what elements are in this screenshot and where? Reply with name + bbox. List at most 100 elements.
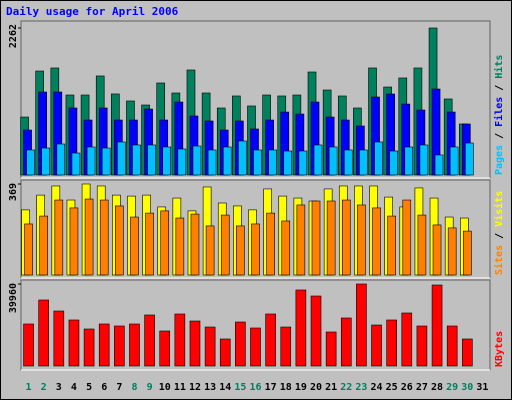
bar — [404, 146, 414, 176]
x-tick-label: 22 — [340, 382, 352, 393]
legend: Sites / Visits — [493, 191, 505, 275]
bar — [281, 220, 291, 276]
bar — [147, 144, 156, 176]
bar — [160, 210, 170, 276]
bar — [310, 295, 322, 367]
bar — [356, 283, 367, 367]
bar — [71, 152, 81, 176]
x-tick-label: 23 — [355, 382, 367, 393]
bar — [56, 143, 66, 176]
x-tick-label: 4 — [71, 382, 77, 393]
bar — [132, 144, 141, 176]
bar — [235, 321, 246, 367]
bar — [175, 217, 185, 276]
bar — [325, 331, 337, 367]
x-tick-label: 3 — [56, 382, 62, 393]
bar — [280, 326, 292, 367]
bar — [114, 325, 125, 367]
bar — [236, 225, 245, 276]
bar — [69, 207, 79, 276]
bar — [340, 317, 352, 367]
bar — [204, 326, 216, 367]
bar — [359, 149, 368, 176]
bar — [190, 213, 200, 276]
legend-separator: / — [494, 127, 505, 145]
bar — [250, 327, 261, 367]
bar — [389, 150, 398, 176]
bar — [189, 320, 201, 367]
bar — [432, 224, 442, 276]
x-tick-label: 28 — [431, 382, 443, 393]
x-tick-label: 30 — [461, 382, 473, 393]
x-tick-label: 15 — [234, 382, 246, 393]
x-tick-label: 29 — [446, 382, 458, 393]
x-tick-label: 27 — [416, 382, 428, 393]
x-tick-label: 6 — [101, 382, 107, 393]
bar — [23, 323, 34, 367]
bar — [434, 154, 444, 176]
bar — [145, 212, 154, 276]
x-tick-label: 25 — [386, 382, 398, 393]
bar — [295, 289, 307, 367]
bar — [83, 328, 95, 367]
bar — [238, 140, 247, 176]
x-tick-label: 11 — [174, 382, 186, 393]
bar — [268, 149, 277, 176]
bar — [296, 204, 306, 276]
x-tick-label: 31 — [476, 382, 488, 393]
bar — [298, 150, 308, 176]
bar — [265, 313, 276, 367]
bar — [39, 215, 48, 276]
bar — [222, 146, 232, 176]
bar — [101, 147, 111, 176]
bar — [419, 144, 429, 176]
bar — [159, 330, 171, 367]
bar — [130, 216, 139, 276]
legend-entry: Hits — [493, 55, 505, 79]
x-tick-label: 14 — [219, 382, 231, 393]
bar — [462, 338, 473, 367]
x-tick-label: 13 — [204, 382, 216, 393]
bar — [266, 212, 275, 276]
bar — [371, 324, 382, 367]
x-tick-label: 24 — [371, 382, 383, 393]
bar — [387, 215, 396, 276]
bar — [465, 142, 474, 176]
bar — [431, 284, 443, 367]
bar — [24, 223, 33, 276]
x-tick-label: 10 — [159, 382, 171, 393]
bar — [115, 205, 124, 276]
bar — [98, 323, 110, 367]
bar — [205, 225, 215, 276]
legend-entry: KBytes — [494, 331, 505, 367]
x-tick-label: 8 — [131, 382, 137, 393]
bar — [328, 146, 338, 176]
bar — [220, 214, 230, 276]
bar — [86, 146, 96, 176]
x-tick-label: 2 — [41, 382, 47, 393]
x-tick-label: 9 — [147, 382, 153, 393]
bar — [41, 147, 50, 176]
bar — [463, 230, 472, 276]
bar — [84, 198, 94, 276]
x-tick-label: 20 — [310, 382, 322, 393]
bar — [417, 214, 427, 276]
bar — [311, 200, 321, 276]
bar — [447, 227, 457, 276]
bar — [253, 149, 262, 176]
x-tick-label: 19 — [295, 382, 307, 393]
bar — [53, 310, 65, 367]
x-tick-label: 21 — [325, 382, 337, 393]
bar — [177, 148, 187, 176]
bar — [343, 149, 353, 176]
bar — [326, 200, 336, 276]
x-tick-label: 16 — [249, 382, 261, 393]
x-tick-label: 7 — [116, 382, 122, 393]
legend-separator: / — [494, 227, 505, 245]
bar — [386, 319, 397, 367]
y-tick-label: 369 — [8, 183, 19, 201]
bar — [192, 145, 202, 176]
bar — [26, 149, 35, 176]
